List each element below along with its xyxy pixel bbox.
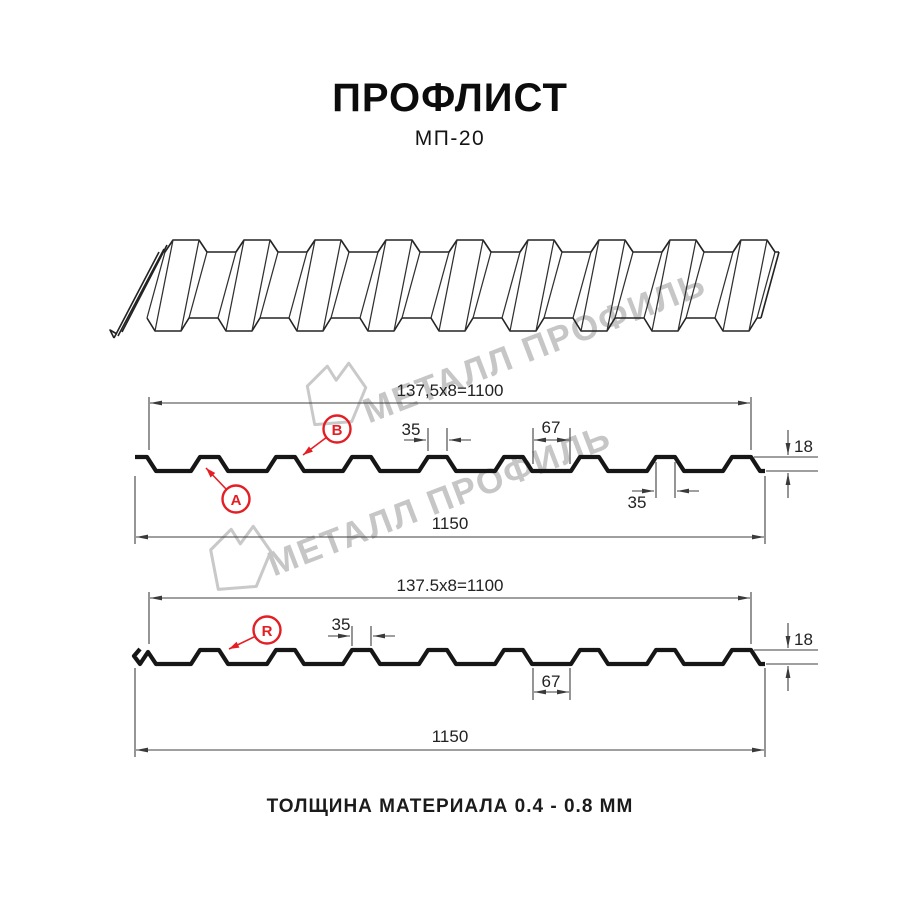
- dim-valley-width: 67: [532, 668, 571, 700]
- profile-3d-drawing: [109, 239, 780, 339]
- side-r-letter: R: [262, 623, 273, 640]
- valley-width-label: 67: [542, 418, 561, 437]
- coverage-width-label: 137.5x8=1100: [397, 576, 504, 595]
- rib-edges: [146, 239, 776, 332]
- side-a-letter: A: [231, 492, 242, 509]
- full-width-label: 1150: [432, 727, 469, 746]
- sheet-near-edge: [146, 317, 761, 332]
- side-b-marker: B: [302, 414, 352, 456]
- dim-profile-height: 18: [754, 430, 818, 498]
- side-a-circle: [221, 484, 251, 514]
- profile-height-label: 18: [794, 630, 813, 649]
- page-title: ПРОФЛИСТ: [332, 76, 568, 120]
- side-r-circle: [252, 615, 282, 645]
- dim-crest-width-top: 35: [328, 615, 395, 646]
- crest-width-label: 35: [332, 615, 351, 634]
- coverage-width-label: 137,5x8=1100: [397, 381, 504, 400]
- side-a-marker: A: [205, 467, 251, 514]
- profile-outline: [131, 647, 765, 667]
- side-b-circle: [322, 414, 352, 444]
- material-thickness-note: ТОЛЩИНА МАТЕРИАЛА 0.4 - 0.8 ММ: [266, 796, 634, 817]
- page-subtitle: МП-20: [414, 127, 486, 150]
- side-r-marker: R: [228, 615, 282, 650]
- crest-width-label: 35: [402, 420, 421, 439]
- sheet-far-edge: [164, 239, 779, 253]
- metall-profil-logo-icon: [209, 524, 273, 591]
- sheet-end-cut: [109, 244, 168, 339]
- full-width-label: 1150: [432, 514, 469, 533]
- dim-crest-width-top: 35: [402, 420, 471, 451]
- dim-crest-width-bottom: 35: [628, 462, 699, 512]
- profile-height-label: 18: [794, 437, 813, 456]
- dim-profile-height: 18: [754, 623, 818, 691]
- dim-coverage-width: 137.5x8=1100: [148, 576, 752, 644]
- crest-width-label: 35: [628, 493, 647, 512]
- cross-section-diagram-1: 137,5x8=1100 35 67 35 1150: [134, 381, 818, 544]
- metall-profil-logo-icon: [305, 361, 368, 427]
- side-b-letter: B: [332, 422, 343, 439]
- valley-width-label: 67: [542, 672, 561, 691]
- dim-valley-width: 67: [532, 418, 571, 464]
- cross-section-diagram-2: 137.5x8=1100 35 67 1150 18: [131, 576, 818, 757]
- sheet-right-cut: [760, 251, 780, 319]
- dim-full-width: 1150: [134, 668, 766, 757]
- profile-outline: [135, 454, 765, 474]
- dim-coverage-width: 137,5x8=1100: [148, 381, 752, 450]
- dim-full-width: 1150: [134, 476, 766, 544]
